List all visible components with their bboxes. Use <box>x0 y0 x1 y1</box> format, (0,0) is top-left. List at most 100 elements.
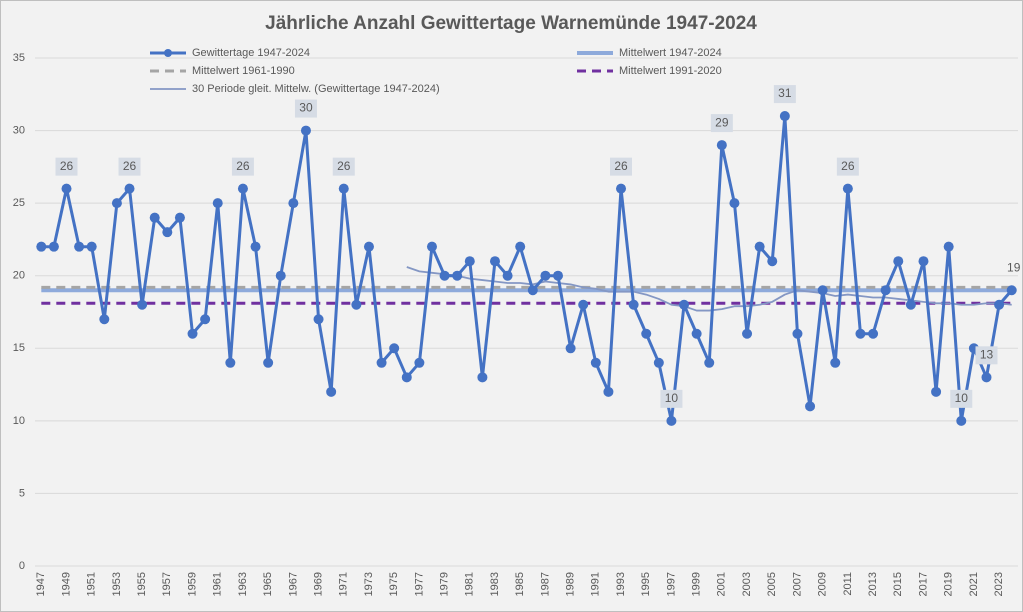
data-point <box>137 299 148 310</box>
x-tick-label: 2007 <box>791 572 803 596</box>
x-tick-label: 1983 <box>489 572 501 596</box>
data-point <box>792 328 803 339</box>
data-point <box>414 357 425 368</box>
data-point <box>729 198 740 209</box>
x-tick-label: 1959 <box>186 572 198 596</box>
data-label: 10 <box>665 391 679 405</box>
x-tick-label: 1967 <box>287 572 299 596</box>
x-tick-label: 1971 <box>338 572 350 596</box>
y-tick-label: 5 <box>19 487 25 499</box>
data-point <box>489 256 500 267</box>
data-point <box>250 241 261 252</box>
data-label-box <box>660 389 683 408</box>
data-point <box>943 241 954 252</box>
y-tick-label: 0 <box>19 560 25 572</box>
data-point <box>704 357 715 368</box>
data-point <box>48 241 59 252</box>
data-point <box>99 314 110 325</box>
x-tick-label: 1973 <box>363 572 375 596</box>
data-point <box>641 328 652 339</box>
data-point <box>477 372 488 383</box>
data-point <box>653 357 664 368</box>
y-tick-label: 35 <box>13 52 25 64</box>
x-tick-label: 1963 <box>237 572 249 596</box>
data-label-box <box>118 157 141 176</box>
data-point <box>817 285 828 296</box>
y-tick-label: 10 <box>13 415 25 427</box>
data-point <box>61 183 72 194</box>
data-point <box>86 241 97 252</box>
data-point <box>389 343 400 354</box>
data-point <box>162 227 173 238</box>
data-point <box>868 328 879 339</box>
x-tick-label: 1975 <box>388 572 400 596</box>
data-point <box>174 212 185 223</box>
data-point <box>540 270 551 281</box>
data-point <box>918 256 929 267</box>
data-point <box>767 256 778 267</box>
x-tick-label: 1955 <box>136 572 148 596</box>
data-point <box>994 299 1005 310</box>
data-point <box>111 198 122 209</box>
x-tick-label: 1993 <box>615 572 627 596</box>
x-tick-label: 1957 <box>161 572 173 596</box>
y-tick-label: 25 <box>13 197 25 209</box>
data-label-box <box>710 114 733 133</box>
data-point <box>426 241 437 252</box>
data-point <box>376 357 387 368</box>
data-label-box <box>55 157 78 176</box>
data-point <box>742 328 753 339</box>
data-label-box <box>836 157 859 176</box>
data-point <box>616 183 627 194</box>
data-point <box>149 212 160 223</box>
data-point <box>36 241 47 252</box>
data-point <box>880 285 891 296</box>
data-point <box>225 357 236 368</box>
data-point <box>565 343 576 354</box>
data-point <box>754 241 765 252</box>
x-tick-label: 2017 <box>917 572 929 596</box>
data-point <box>351 299 362 310</box>
legend-marker <box>164 49 172 57</box>
data-point <box>905 299 916 310</box>
x-tick-label: 2021 <box>968 572 980 596</box>
data-label: 29 <box>715 115 729 129</box>
data-point <box>401 372 412 383</box>
data-point <box>603 386 614 397</box>
data-label: 26 <box>60 159 74 173</box>
x-tick-label: 1977 <box>413 572 425 596</box>
data-point <box>338 183 349 194</box>
data-point <box>830 357 841 368</box>
x-tick-label: 1995 <box>640 572 652 596</box>
data-point <box>288 198 299 209</box>
x-tick-label: 2009 <box>817 572 829 596</box>
data-label-box <box>950 389 973 408</box>
data-label-box <box>773 85 796 104</box>
data-point <box>200 314 211 325</box>
x-tick-label: 1961 <box>212 572 224 596</box>
data-point <box>313 314 324 325</box>
data-point <box>363 241 374 252</box>
data-label: 31 <box>778 86 792 100</box>
data-point <box>956 415 967 426</box>
x-tick-label: 1947 <box>35 572 47 596</box>
data-point <box>553 270 564 281</box>
data-point <box>275 270 286 281</box>
data-label: 26 <box>841 159 855 173</box>
data-point <box>666 415 677 426</box>
data-point <box>893 256 904 267</box>
x-tick-label: 2005 <box>766 572 778 596</box>
legend-label: Mittelwert 1991-2020 <box>619 65 722 77</box>
x-tick-label: 1997 <box>665 572 677 596</box>
x-tick-label: 1987 <box>539 572 551 596</box>
x-tick-label: 2001 <box>716 572 728 596</box>
data-point <box>124 183 135 194</box>
data-point <box>842 183 853 194</box>
data-point <box>515 241 526 252</box>
x-tick-label: 1965 <box>262 572 274 596</box>
data-point <box>578 299 589 310</box>
data-label: 10 <box>955 391 969 405</box>
data-label: 26 <box>614 159 628 173</box>
data-label: 19 <box>1007 260 1021 274</box>
